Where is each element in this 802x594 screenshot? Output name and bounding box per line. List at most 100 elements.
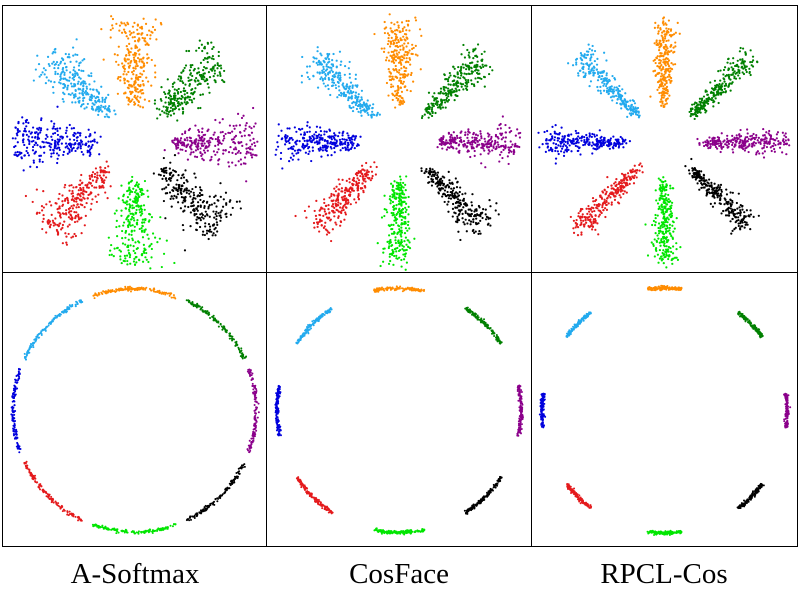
point-purple (448, 139, 451, 142)
point-orange (149, 34, 152, 37)
point-blue (46, 128, 49, 131)
point-red (572, 227, 575, 230)
point-red (618, 182, 621, 185)
point-darkgreen (470, 79, 473, 82)
point-green (398, 215, 401, 218)
point-orange (139, 26, 142, 29)
point-green (147, 260, 150, 264)
point-lightblue (65, 78, 68, 81)
point-purple (217, 159, 220, 162)
point-blue (584, 141, 587, 144)
point-purple (478, 139, 481, 142)
point-red (315, 217, 318, 221)
point-red (339, 206, 342, 209)
point-lightblue (114, 113, 117, 116)
point-green (396, 257, 399, 260)
point-green (132, 216, 135, 220)
point-orange (401, 27, 404, 30)
point-darkgreen (465, 68, 468, 71)
point-orange (401, 44, 404, 47)
point-darkgreen (172, 104, 175, 107)
point-blue (50, 120, 53, 123)
point-red (351, 182, 354, 185)
point-orange (123, 30, 126, 33)
point-orange (142, 65, 145, 68)
point-green (165, 239, 168, 242)
point-darkgreen (461, 83, 465, 86)
point-blue (71, 147, 74, 151)
point-purple (197, 145, 200, 148)
point-darkgreen (468, 65, 471, 68)
point-black (184, 205, 187, 208)
point-lightblue (77, 80, 80, 83)
point-red (81, 204, 84, 207)
point-black (205, 232, 209, 235)
point-lightblue (95, 88, 98, 91)
point-purple (244, 162, 247, 165)
point-orange (387, 37, 390, 40)
point-green (672, 245, 675, 248)
point-lightblue (60, 77, 63, 80)
point-red (351, 189, 354, 192)
point-green (127, 225, 130, 229)
point-lightblue (62, 83, 65, 86)
point-lightblue (66, 84, 70, 87)
point-red (47, 221, 51, 224)
point-purple (194, 124, 197, 127)
point-purple (208, 143, 211, 147)
point-green (120, 261, 123, 265)
point-green (148, 245, 151, 248)
point-blue (55, 152, 59, 155)
point-blue (557, 137, 561, 140)
point-black (442, 193, 445, 196)
point-green (676, 258, 680, 261)
point-orange (402, 99, 405, 102)
point-black (176, 179, 179, 182)
point-darkgreen (182, 81, 185, 85)
point-blue (321, 149, 325, 152)
point-lightblue (76, 73, 79, 77)
point-darkgreen (175, 89, 179, 92)
point-purple (228, 124, 232, 127)
point-lightblue (78, 96, 81, 99)
point-green (133, 219, 136, 222)
point-orange (115, 22, 118, 25)
point-lightblue (359, 99, 362, 102)
point-orange (136, 28, 139, 31)
point-darkgreen (181, 106, 184, 110)
point-red (580, 221, 583, 224)
point-purple (459, 131, 462, 134)
point-lightblue (65, 69, 68, 72)
point-purple (494, 147, 497, 151)
point-orange (126, 86, 130, 89)
point-blue (614, 144, 617, 148)
point-blue (303, 145, 307, 149)
point-orange (387, 94, 390, 97)
point-darkgreen (476, 43, 480, 46)
point-orange (123, 64, 126, 67)
point-blue (72, 146, 75, 149)
point-lightblue (331, 81, 334, 84)
point-blue (353, 147, 356, 150)
point-black (199, 204, 202, 207)
point-darkgreen (432, 104, 435, 108)
point-red (337, 201, 340, 204)
point-blue (554, 143, 558, 146)
point-red (583, 225, 586, 228)
point-orange (141, 88, 144, 92)
point-lightblue (360, 109, 363, 112)
point-darkgreen (436, 103, 439, 107)
point-red (348, 187, 351, 191)
point-black (441, 195, 444, 198)
point-red (344, 211, 347, 214)
point-darkgreen (208, 76, 212, 79)
point-green (376, 242, 379, 245)
point-darkgreen (183, 89, 186, 93)
point-darkgreen (208, 56, 211, 59)
point-lightblue (351, 109, 355, 113)
point-black (197, 216, 201, 219)
point-blue (593, 133, 596, 136)
point-green (121, 237, 124, 240)
point-lightblue (357, 104, 360, 107)
point-blue (56, 161, 59, 165)
